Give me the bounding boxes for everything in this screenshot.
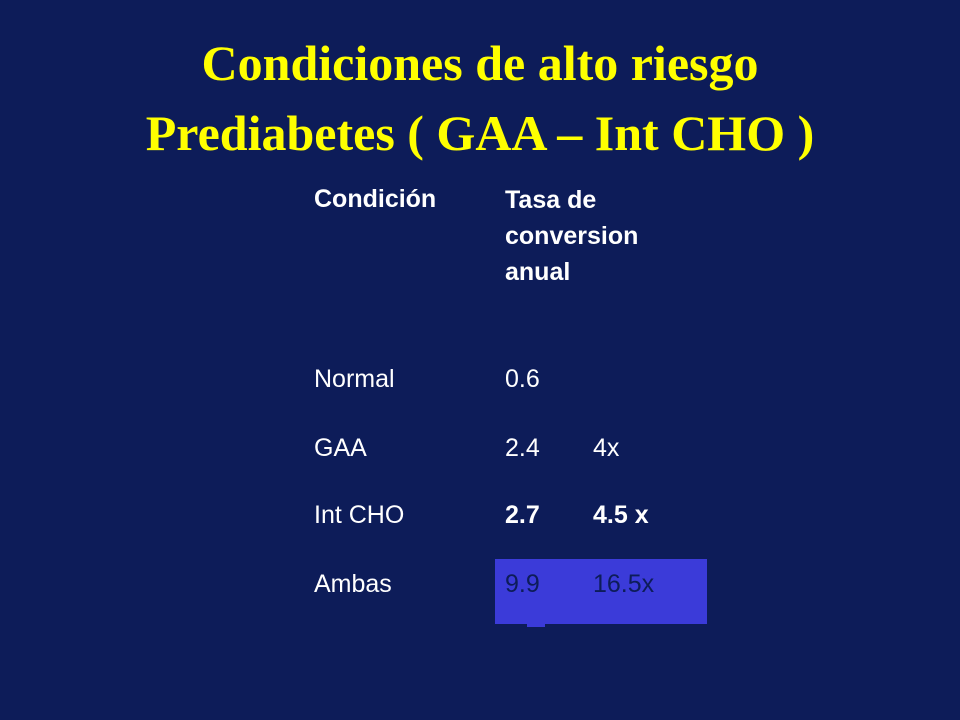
row-intcho-condition: Int CHO (314, 501, 405, 529)
highlight-box (495, 559, 707, 624)
row-ambas-factor: 16.5x (593, 570, 655, 598)
row-gaa-condition: GAA (314, 434, 367, 462)
row-intcho-rate: 2.7 (505, 501, 540, 529)
header-rate: Tasa de conversion anual (505, 186, 639, 286)
row-gaa-factor: 4x (593, 434, 620, 462)
slide-title-line-1: Condiciones de alto riesgo (201, 35, 759, 91)
row-intcho-factor: 4.5 x (593, 501, 649, 529)
slide-title-line-2: Prediabetes ( GAA – Int CHO ) (145, 105, 815, 161)
row-gaa-rate: 2.4 (505, 434, 540, 462)
row-ambas-condition: Ambas (314, 570, 392, 598)
row-normal-condition: Normal (314, 365, 395, 393)
row-ambas-rate: 9.9 (505, 570, 540, 598)
highlight-notch (527, 624, 545, 627)
row-normal-rate: 0.6 (505, 365, 540, 393)
header-condition: Condición (314, 185, 437, 213)
